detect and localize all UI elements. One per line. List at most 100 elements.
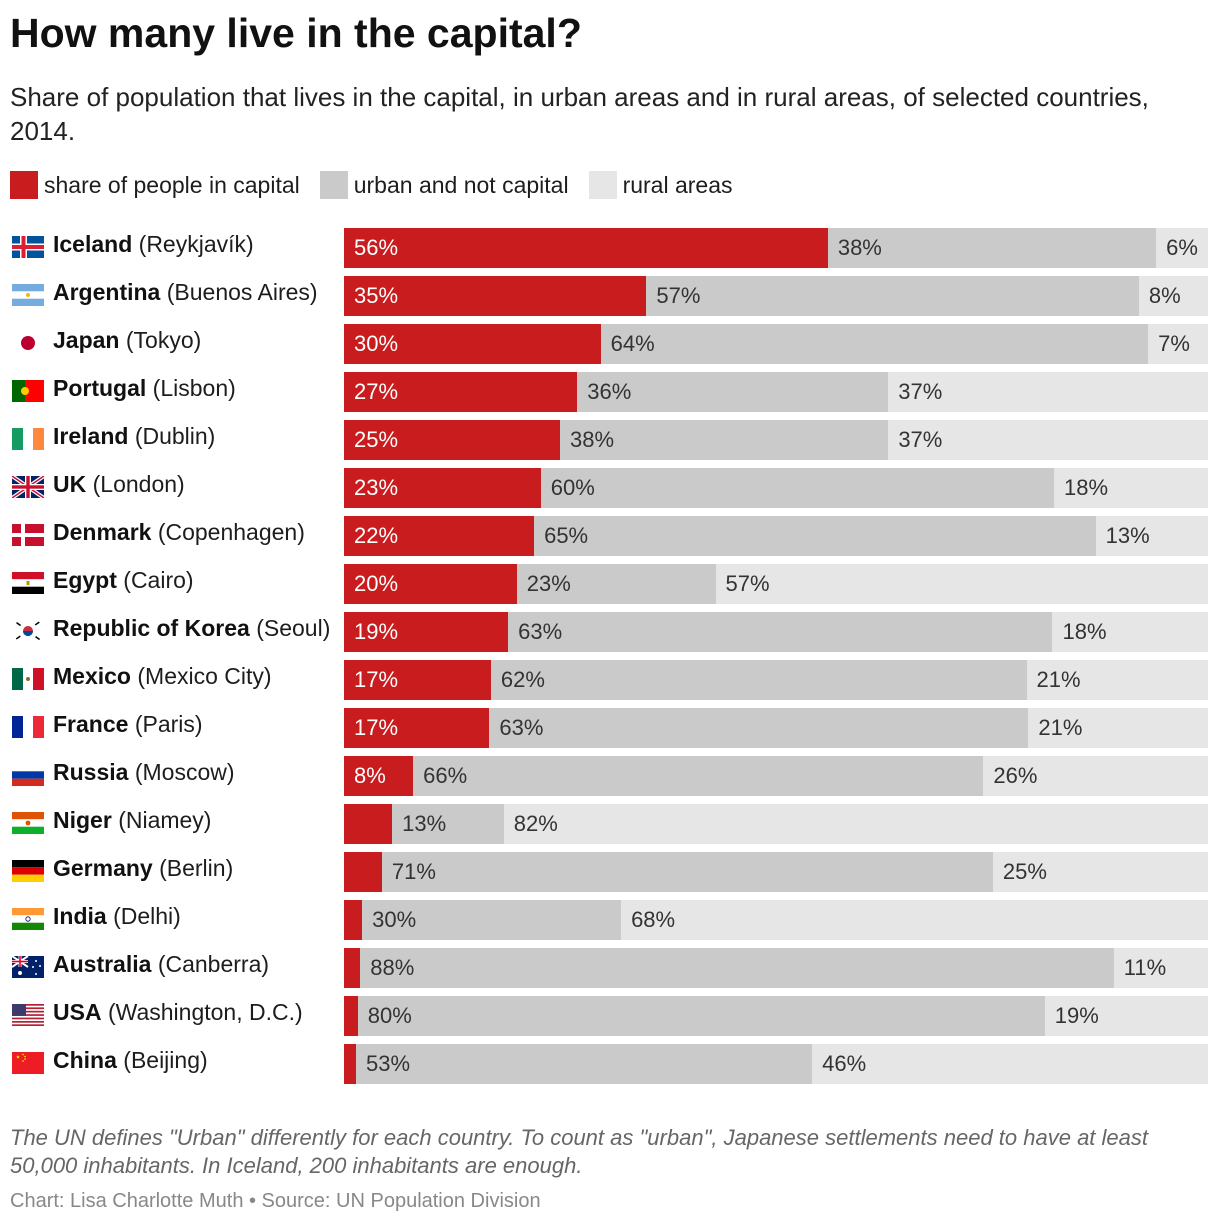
row-label: Germany (Berlin) <box>53 855 233 882</box>
capital-name: (Delhi) <box>113 903 181 929</box>
data-label: 37% <box>898 379 943 404</box>
row-label: Russia (Moscow) <box>53 759 235 786</box>
stacked-bar: 30% 68% <box>344 900 1208 940</box>
bar-segment-rural: 18% <box>1052 612 1208 652</box>
source-credit: Chart: Lisa Charlotte Muth • Source: UN … <box>10 1190 541 1212</box>
capital-name: (Dublin) <box>134 423 216 449</box>
row-label: Australia (Canberra) <box>53 951 269 978</box>
stacked-bar: 19% 63% 18% <box>344 612 1208 652</box>
data-label: 53% <box>366 1051 411 1076</box>
data-label: 66% <box>423 763 468 788</box>
data-label: 20% <box>354 571 399 596</box>
capital-name: (Copenhagen) <box>157 519 305 545</box>
bar-segment-rural: 8% <box>1138 276 1208 316</box>
iceland-flag-icon <box>12 236 44 258</box>
bar-segment-urban: 80% <box>357 996 1045 1036</box>
india-flag-icon <box>12 908 44 930</box>
stacked-bar: 27% 36% 37% <box>344 372 1208 412</box>
data-label: 25% <box>1002 859 1047 884</box>
stacked-bar: 17% 62% 21% <box>344 660 1208 700</box>
bar-row: Argentina (Buenos Aires) 35% 57% 8% <box>0 276 1220 316</box>
data-label: 82% <box>513 811 558 836</box>
legend-swatch-capital <box>10 171 38 199</box>
japan-flag-icon <box>12 332 44 354</box>
bar-segment-urban: 64% <box>600 324 1149 364</box>
data-label: 65% <box>544 523 589 548</box>
bar-segment-capital <box>344 852 382 892</box>
bar-segment-rural: 57% <box>715 564 1208 604</box>
capital-name: (Buenos Aires) <box>166 279 318 305</box>
bar-row: Russia (Moscow) 8% 66% 26% <box>0 756 1220 796</box>
row-label: France (Paris) <box>53 711 203 738</box>
usa-flag-icon <box>12 1004 44 1026</box>
uk-flag-icon <box>12 476 44 498</box>
data-label: 46% <box>822 1051 867 1076</box>
bar-segment-urban: 65% <box>534 516 1096 556</box>
bar-segment-capital: 56% <box>344 228 828 268</box>
stacked-bar: 80% 19% <box>344 996 1208 1036</box>
data-label: 88% <box>370 955 415 980</box>
bar-segment-rural: 11% <box>1113 948 1208 988</box>
data-label: 38% <box>570 427 615 452</box>
stacked-bar: 13% 82% <box>344 804 1208 844</box>
country-name: Australia <box>53 951 152 977</box>
mexico-flag-icon <box>12 668 44 690</box>
chart-subtitle: Share of population that lives in the ca… <box>10 82 1149 146</box>
legend: share of people in capital urban and not… <box>10 171 733 199</box>
data-label: 19% <box>1054 1003 1099 1028</box>
bar-segment-rural: 26% <box>983 756 1208 796</box>
bar-row: Denmark (Copenhagen) 22% 65% 13% <box>0 516 1220 556</box>
capital-name: (Seoul) <box>256 615 331 641</box>
bar-segment-urban: 71% <box>381 852 993 892</box>
bar-segment-rural: 82% <box>503 804 1208 844</box>
row-label: Denmark (Copenhagen) <box>53 519 305 546</box>
data-label: 80% <box>367 1003 412 1028</box>
data-label: 71% <box>391 859 436 884</box>
row-label: Egypt (Cairo) <box>53 567 194 594</box>
data-label: 60% <box>550 475 595 500</box>
bar-segment-capital: 27% <box>344 372 578 412</box>
legend-label: share of people in capital <box>44 171 300 198</box>
data-label: 30% <box>372 907 417 932</box>
country-name: Mexico <box>53 663 131 689</box>
row-label: Portugal (Lisbon) <box>53 375 236 402</box>
data-label: 7% <box>1158 331 1190 356</box>
capital-name: (Beijing) <box>123 1047 208 1073</box>
data-label: 68% <box>631 907 676 932</box>
data-label: 13% <box>1105 523 1150 548</box>
data-label: 11% <box>1123 955 1167 980</box>
bar-row: China (Beijing) 53% 46% <box>0 1044 1220 1084</box>
row-label: Argentina (Buenos Aires) <box>53 279 318 306</box>
bar-segment-urban: 63% <box>489 708 1029 748</box>
data-label: 13% <box>402 811 447 836</box>
bar-segment-urban: 60% <box>540 468 1055 508</box>
egypt-flag-icon <box>12 572 44 594</box>
legend-item-urban: urban and not capital <box>319 171 569 199</box>
bar-segment-rural: 46% <box>812 1044 1208 1084</box>
data-label: 30% <box>354 331 399 356</box>
bar-segment-urban: 53% <box>356 1044 813 1084</box>
bar-segment-capital: 30% <box>344 324 601 364</box>
bar-segment-rural: 68% <box>621 900 1208 940</box>
country-name: Germany <box>53 855 153 881</box>
bar-row: Portugal (Lisbon) 27% 36% 37% <box>0 372 1220 412</box>
bar-row: Japan (Tokyo) 30% 64% 7% <box>0 324 1220 364</box>
bar-segment-urban: 88% <box>360 948 1114 988</box>
stacked-bar: 53% 46% <box>344 1044 1208 1084</box>
stacked-bar: 30% 64% 7% <box>344 324 1208 364</box>
legend-swatch-urban <box>319 171 348 199</box>
bar-segment-capital: 35% <box>344 276 647 316</box>
bar-segment-rural: 37% <box>888 420 1208 460</box>
capital-name: (Cairo) <box>123 567 194 593</box>
data-label: 23% <box>526 571 571 596</box>
bar-row: Germany (Berlin) 71% 25% <box>0 852 1220 892</box>
portugal-flag-icon <box>12 380 44 402</box>
bar-segment-rural: 6% <box>1156 228 1208 268</box>
data-label: 57% <box>656 283 701 308</box>
bar-segment-urban: 63% <box>508 612 1053 652</box>
argentina-flag-icon <box>12 284 44 306</box>
data-label: 17% <box>354 715 399 740</box>
country-name: Ireland <box>53 423 129 449</box>
country-name: Portugal <box>53 375 147 401</box>
stacked-bar: 23% 60% 18% <box>344 468 1208 508</box>
